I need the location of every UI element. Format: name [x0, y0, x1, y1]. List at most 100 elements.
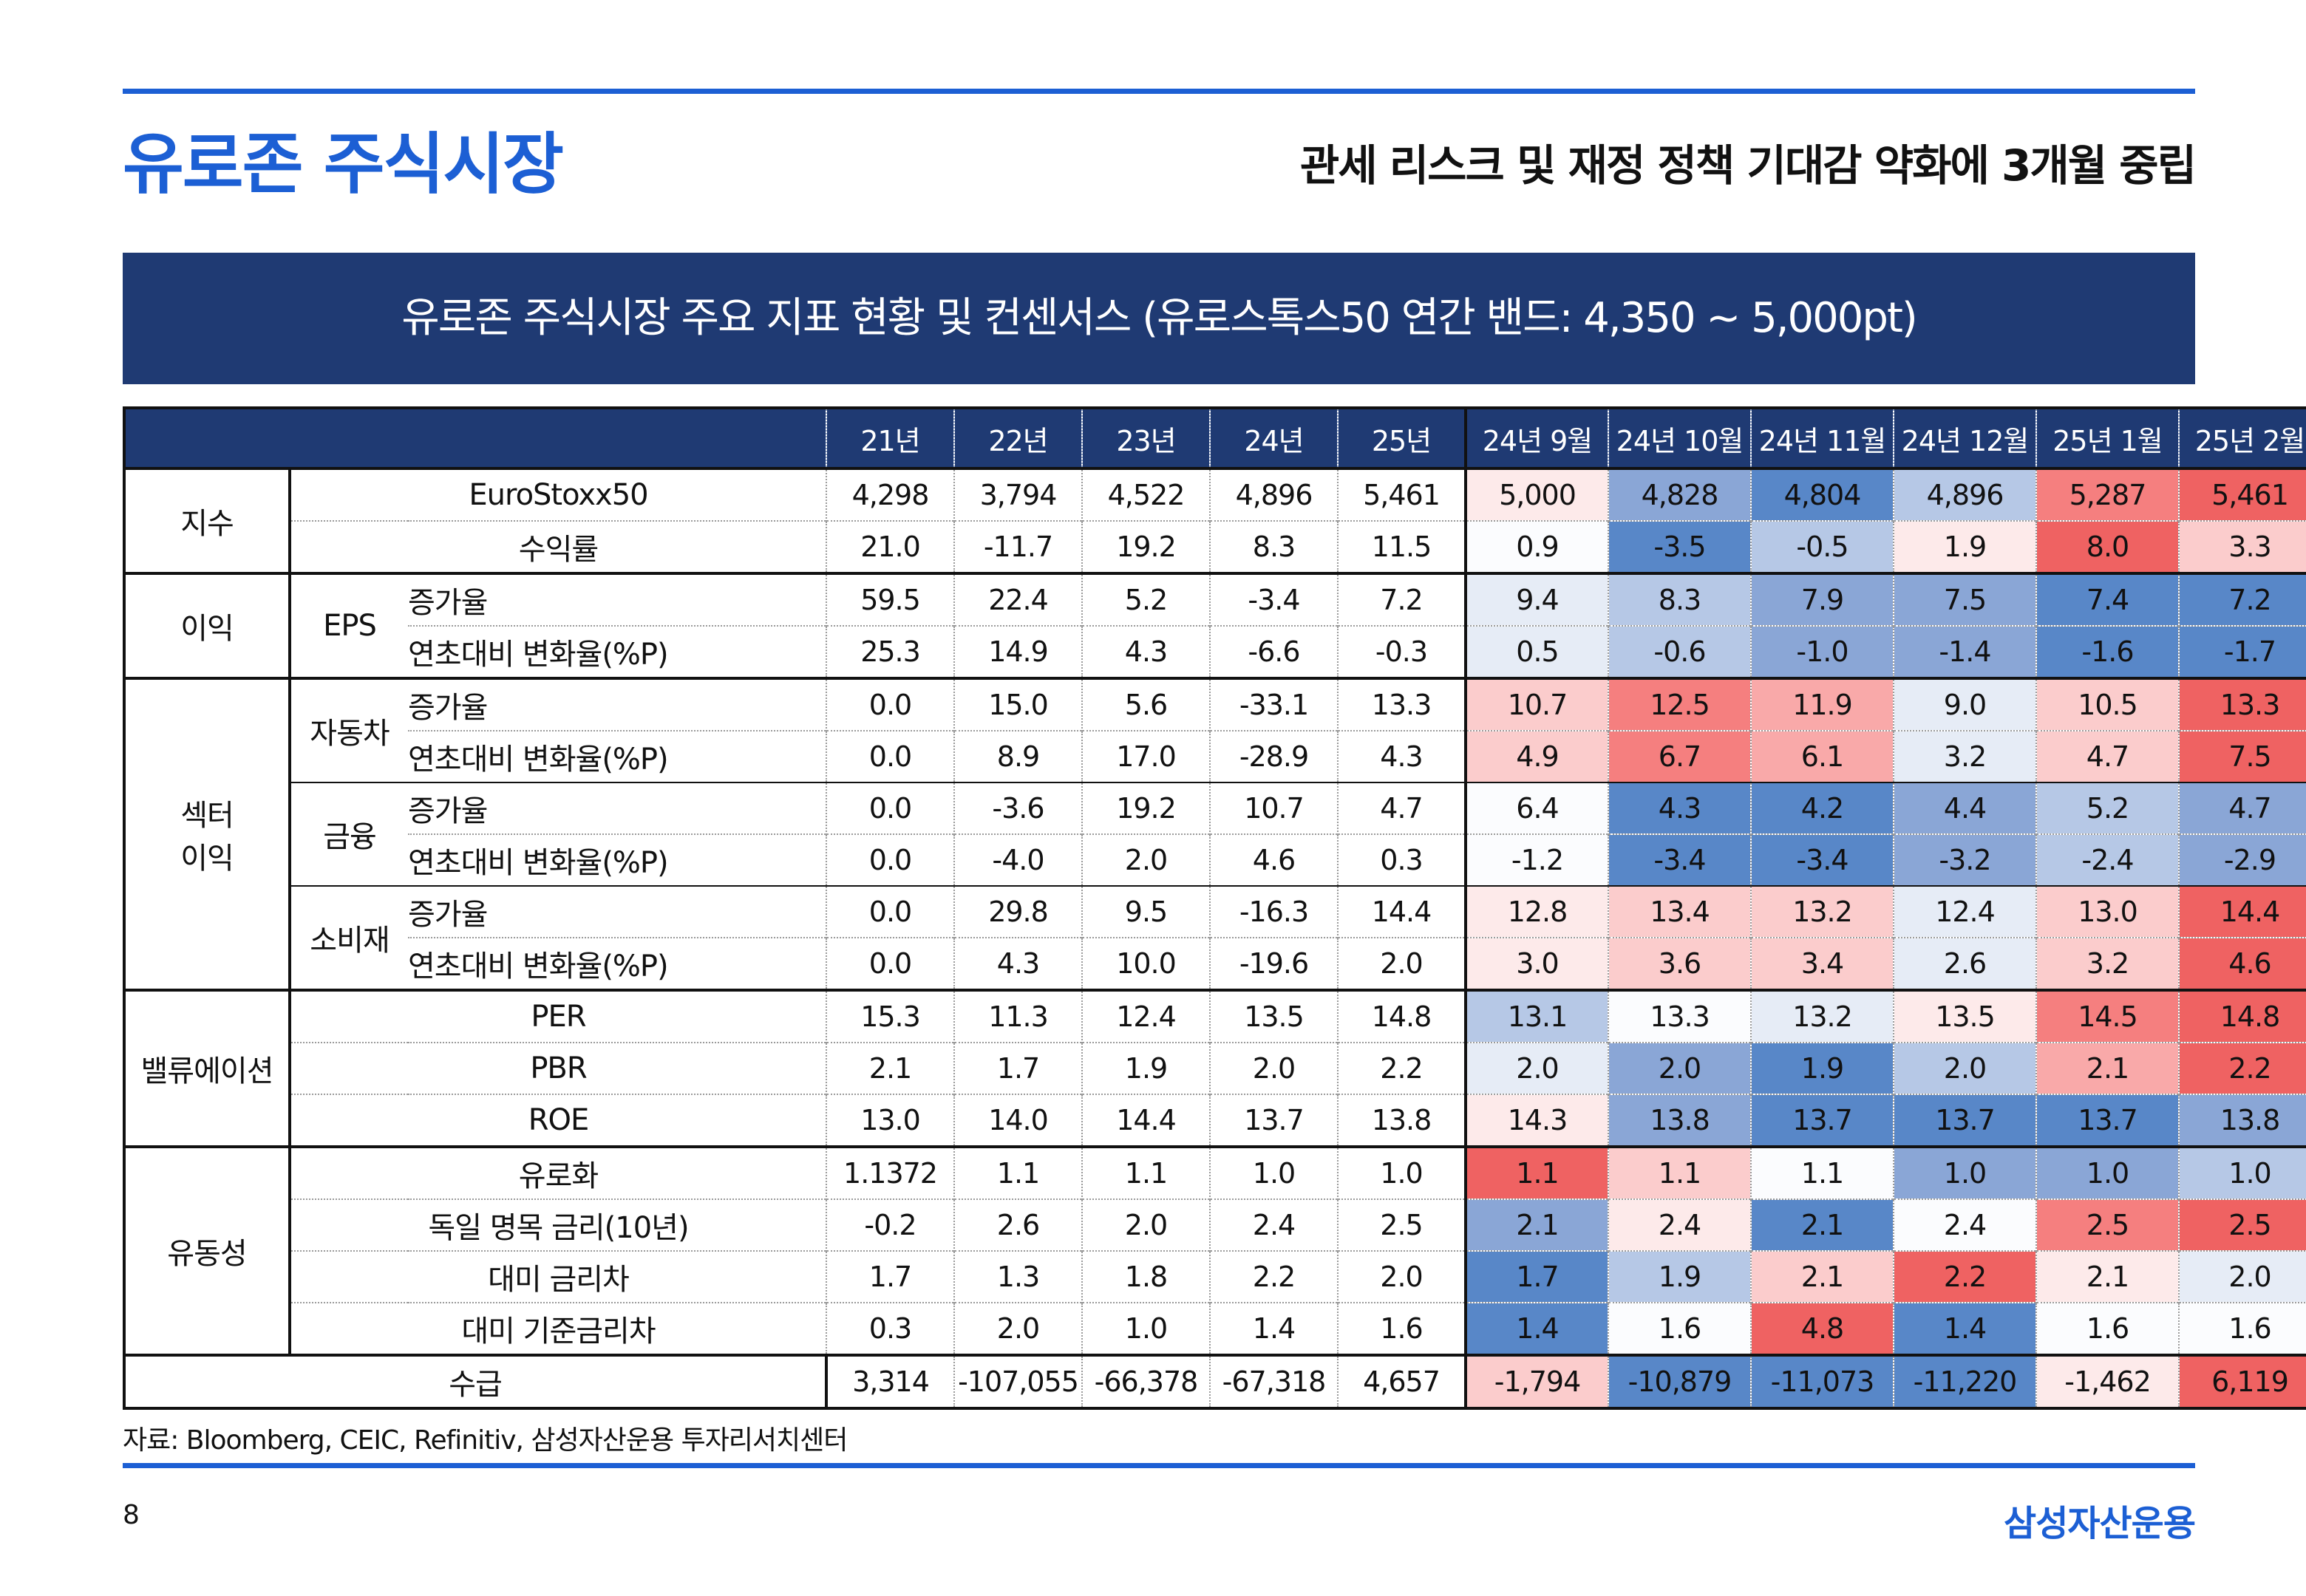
page-title: 유로존 주식시장: [123, 126, 564, 203]
value-cell: 59.5: [826, 573, 954, 626]
value-cell: 6.4: [1465, 782, 1608, 834]
value-cell: 0.9: [1465, 521, 1608, 573]
value-cell: 1.9: [1081, 1043, 1210, 1094]
value-cell: 3.2: [2035, 938, 2179, 990]
table-row: 대미 금리차 1.7 1.3 1.8 2.2 2.0 1.7 1.9 2.1 2.2 2.1 2.0: [124, 1251, 2306, 1303]
metric-label: 유로화: [518, 1159, 599, 1193]
value-cell: 0.3: [1337, 834, 1467, 886]
value-cell: 1.9: [1893, 521, 2036, 573]
value-cell: 3.6: [1608, 938, 1751, 990]
value-cell: 2.0: [1337, 1251, 1467, 1303]
table-row: 연초대비 변화율(%P) 0.0 -4.0 2.0 4.6 0.3 -1.2 -3.4 -3.…: [124, 834, 2306, 886]
value-cell: 14.3: [1465, 1094, 1608, 1147]
value-cell: 4.6: [1209, 834, 1338, 886]
table-row: 밸류에이션 PER 15.3 11.3 12.4 13.5 14.8 13.1 13.3 13…: [123, 990, 2306, 1147]
value-cell: 4.7: [2178, 782, 2306, 834]
value-cell: -33.1: [1209, 678, 1338, 731]
value-cell: 2.2: [1893, 1251, 2036, 1303]
value-cell: 2.5: [2178, 1199, 2306, 1251]
category-sector-line1: 섹터: [180, 799, 234, 833]
col-header: 24년: [1209, 406, 1338, 470]
metric-label: 수익률: [518, 533, 599, 567]
value-cell: 3.2: [1893, 731, 2036, 782]
value-cell: -3.4: [1209, 573, 1338, 626]
source-note: 자료: Bloomberg, CEIC, Refinitiv, 삼성자산운용 투…: [123, 1425, 848, 1456]
value-cell: -1,794: [1465, 1355, 1608, 1408]
metric-label: 연초대비 변화율(%P): [408, 949, 669, 983]
value-cell: -28.9: [1209, 731, 1338, 782]
value-cell: 7.2: [1337, 573, 1467, 626]
value-cell: -19.6: [1209, 938, 1338, 990]
value-cell: 2.5: [1337, 1199, 1467, 1251]
value-cell: 2.0: [1209, 1043, 1338, 1094]
value-cell: 13.5: [1893, 990, 2036, 1043]
value-cell: 2.1: [2035, 1251, 2179, 1303]
value-cell: 13.8: [1337, 1094, 1467, 1147]
value-cell: 5,287: [2035, 468, 2179, 521]
value-cell: 1.7: [1465, 1251, 1608, 1303]
value-cell: 14.5: [2035, 990, 2179, 1043]
value-cell: 17.0: [1081, 731, 1210, 782]
table-row: 섹터 이익 자동차 증가율 0.0 15.0 5.6 -33.1 13.3 10.7 12.…: [123, 678, 2306, 990]
subcategory-eps: EPS: [323, 609, 377, 643]
value-cell: 1.7: [953, 1043, 1082, 1094]
value-cell: 12.8: [1465, 886, 1608, 938]
value-cell: 0.0: [826, 678, 954, 731]
value-cell: 2.1: [1750, 1199, 1894, 1251]
value-cell: 2.2: [1337, 1043, 1467, 1094]
value-cell: 1.1: [1081, 1147, 1210, 1199]
brand-logo-text: 삼성자산운용: [2004, 1503, 2196, 1544]
value-cell: 3.3: [2178, 521, 2306, 573]
value-cell: -11,073: [1750, 1355, 1894, 1408]
value-cell: 8.0: [2035, 521, 2179, 573]
value-cell: 9.5: [1081, 886, 1210, 938]
col-header: 21년: [826, 406, 954, 470]
value-cell: 13.1: [1465, 990, 1608, 1043]
value-cell: 0.0: [826, 938, 954, 990]
value-cell: 13.7: [1893, 1094, 2036, 1147]
value-cell: 4,657: [1337, 1355, 1467, 1408]
value-cell: -0.2: [826, 1199, 954, 1251]
category-sector: 섹터 이익: [123, 678, 291, 990]
value-cell: -1.7: [2178, 626, 2306, 678]
value-cell: -1.6: [2035, 626, 2179, 678]
value-cell: 15.0: [953, 678, 1082, 731]
bottom-divider: [123, 1463, 2195, 1468]
value-cell: 29.8: [953, 886, 1082, 938]
value-cell: 14.8: [2178, 990, 2306, 1043]
value-cell: 7.9: [1750, 573, 1894, 626]
value-cell: -0.3: [1337, 626, 1467, 678]
value-cell: 14.4: [1337, 886, 1467, 938]
header-blank: [123, 406, 826, 470]
value-cell: 4.3: [1608, 782, 1751, 834]
value-cell: 1.1: [1608, 1147, 1751, 1199]
value-cell: 13.2: [1750, 886, 1894, 938]
table-row: 수익률 21.0 -11.7 19.2 8.3 11.5 0.9 -3.5 -0.5 1.9 8.…: [124, 521, 2306, 573]
subcategory-finance: 금융: [290, 782, 408, 887]
metric-label: 독일 명목 금리(10년): [428, 1211, 689, 1245]
value-cell: 2.1: [1465, 1199, 1608, 1251]
value-cell: -3.4: [1750, 834, 1894, 886]
value-cell: 2.1: [2035, 1043, 2179, 1094]
value-cell: 9.4: [1465, 573, 1608, 626]
value-cell: 14.4: [2178, 886, 2306, 938]
value-cell: 11.3: [953, 990, 1082, 1043]
value-cell: 2.6: [1893, 938, 2036, 990]
value-cell: 1.6: [2035, 1303, 2179, 1355]
value-cell: 6.7: [1608, 731, 1751, 782]
table-row: 지수 EuroStoxx50 4,298 3,794 4,522 4,896 5,461…: [123, 468, 2306, 573]
table-row: PBR 2.1 1.7 1.9 2.0 2.2 2.0 2.0 1.9 2.0 2.1 2.2: [124, 1043, 2306, 1094]
value-cell: 6.1: [1750, 731, 1894, 782]
value-cell: 13.5: [1209, 990, 1338, 1043]
metric-label: PBR: [530, 1051, 587, 1085]
table-row: 이익 EPS 증가율 59.5 22.4 5.2 -3.4 7.2 9.4 8.3 7.9 7.…: [123, 573, 2306, 678]
indicator-table: 21년 22년 23년 24년 25년 24년 9월 24년 10월 24년 1…: [123, 406, 2306, 1410]
metric-label: 대미 기준금리차: [461, 1314, 656, 1348]
value-cell: 1.4: [1209, 1303, 1338, 1355]
value-cell: 11.9: [1750, 678, 1894, 731]
value-cell: 4.3: [953, 938, 1082, 990]
value-cell: 2.0: [953, 1303, 1082, 1355]
value-cell: 2.0: [1081, 1199, 1210, 1251]
category-profit: 이익: [123, 573, 291, 678]
value-cell: 5.2: [2035, 782, 2179, 834]
